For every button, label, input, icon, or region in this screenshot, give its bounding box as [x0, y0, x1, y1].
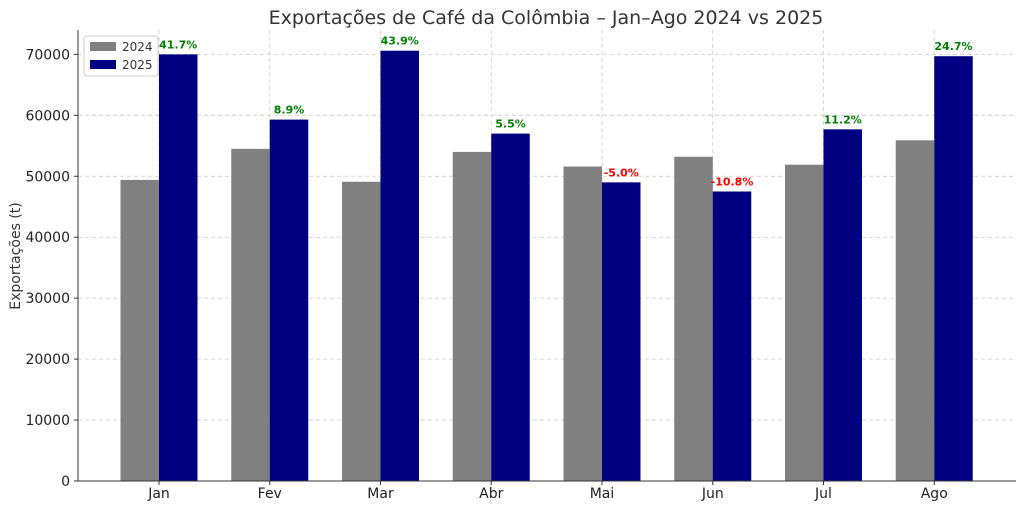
bar-2025	[823, 129, 862, 481]
data-label: -10.8%	[711, 176, 754, 189]
bar-2025	[269, 119, 309, 481]
y-tick-label: 50000	[25, 169, 70, 185]
y-tick-label: 70000	[25, 47, 70, 63]
y-tick-label: 0	[61, 474, 70, 490]
bar-2024	[120, 179, 159, 481]
bars	[120, 50, 973, 482]
y-tick-label: 10000	[25, 413, 70, 429]
bar-2024	[452, 151, 492, 481]
legend-label: 2025	[122, 58, 153, 72]
bar-2025	[491, 133, 530, 482]
x-tick-label: Ago	[921, 486, 948, 502]
bar-2025	[712, 191, 752, 481]
data-label: 43.9%	[381, 35, 419, 48]
y-tick-label: 20000	[25, 352, 70, 368]
x-tick-label: Jul	[814, 486, 832, 502]
bar-2024	[342, 181, 381, 481]
y-axis-label: Exportações (t)	[8, 202, 24, 309]
bar-2025	[159, 54, 198, 481]
chart-title: Exportações de Café da Colômbia – Jan–Ag…	[269, 7, 824, 29]
data-label: 5.5%	[495, 118, 526, 131]
x-tick-label: Mai	[590, 486, 615, 502]
x-tick-label: Jan	[147, 486, 170, 502]
legend-swatch	[90, 60, 116, 69]
data-label: -5.0%	[604, 166, 639, 179]
data-label: 41.7%	[159, 38, 197, 51]
bar-2025	[602, 182, 641, 481]
y-tick-label: 60000	[25, 108, 70, 124]
y-tick-label: 40000	[25, 230, 70, 246]
data-label: 24.7%	[934, 40, 972, 53]
legend: 2024 2025	[83, 35, 159, 77]
y-tick-label: 30000	[25, 291, 70, 307]
bar-2024	[785, 164, 824, 481]
legend-swatch	[90, 42, 116, 51]
x-tick-label: Abr	[479, 486, 503, 502]
x-tick-label: Fev	[258, 486, 282, 502]
bar-2024	[231, 148, 270, 481]
bar-2024	[563, 166, 602, 481]
axes	[74, 30, 1016, 485]
data-labels: 41.7% 8.9% 43.9% 5.5% -5.0% -10.8% 11.2% 24.7%	[159, 35, 972, 189]
legend-label: 2024	[122, 40, 153, 54]
bar-2025	[934, 56, 973, 481]
x-tick-label: Jun	[701, 486, 724, 502]
grid	[78, 30, 1016, 481]
bar-2025	[380, 50, 419, 482]
x-tick-label: Mar	[367, 486, 394, 502]
tick-labels: 0 10000 20000 30000 40000 50000 60000 70000 Jan F…	[25, 47, 947, 502]
data-label: 11.2%	[824, 113, 862, 126]
data-label: 8.9%	[274, 104, 305, 117]
bar-2024	[895, 140, 935, 481]
bar-2024	[674, 156, 713, 481]
